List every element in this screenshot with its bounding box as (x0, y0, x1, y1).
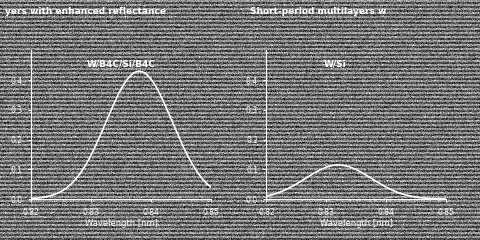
X-axis label: Wavelength [nm]: Wavelength [nm] (320, 219, 393, 228)
X-axis label: Wavelength [nm]: Wavelength [nm] (85, 219, 157, 228)
Text: yers with enhanced reflectance: yers with enhanced reflectance (5, 7, 166, 16)
Text: Short-period multilayers w: Short-period multilayers w (250, 7, 386, 16)
Text: W/Si: W/Si (324, 59, 346, 68)
Text: W/B4C/Si/B4C: W/B4C/Si/B4C (87, 59, 156, 68)
